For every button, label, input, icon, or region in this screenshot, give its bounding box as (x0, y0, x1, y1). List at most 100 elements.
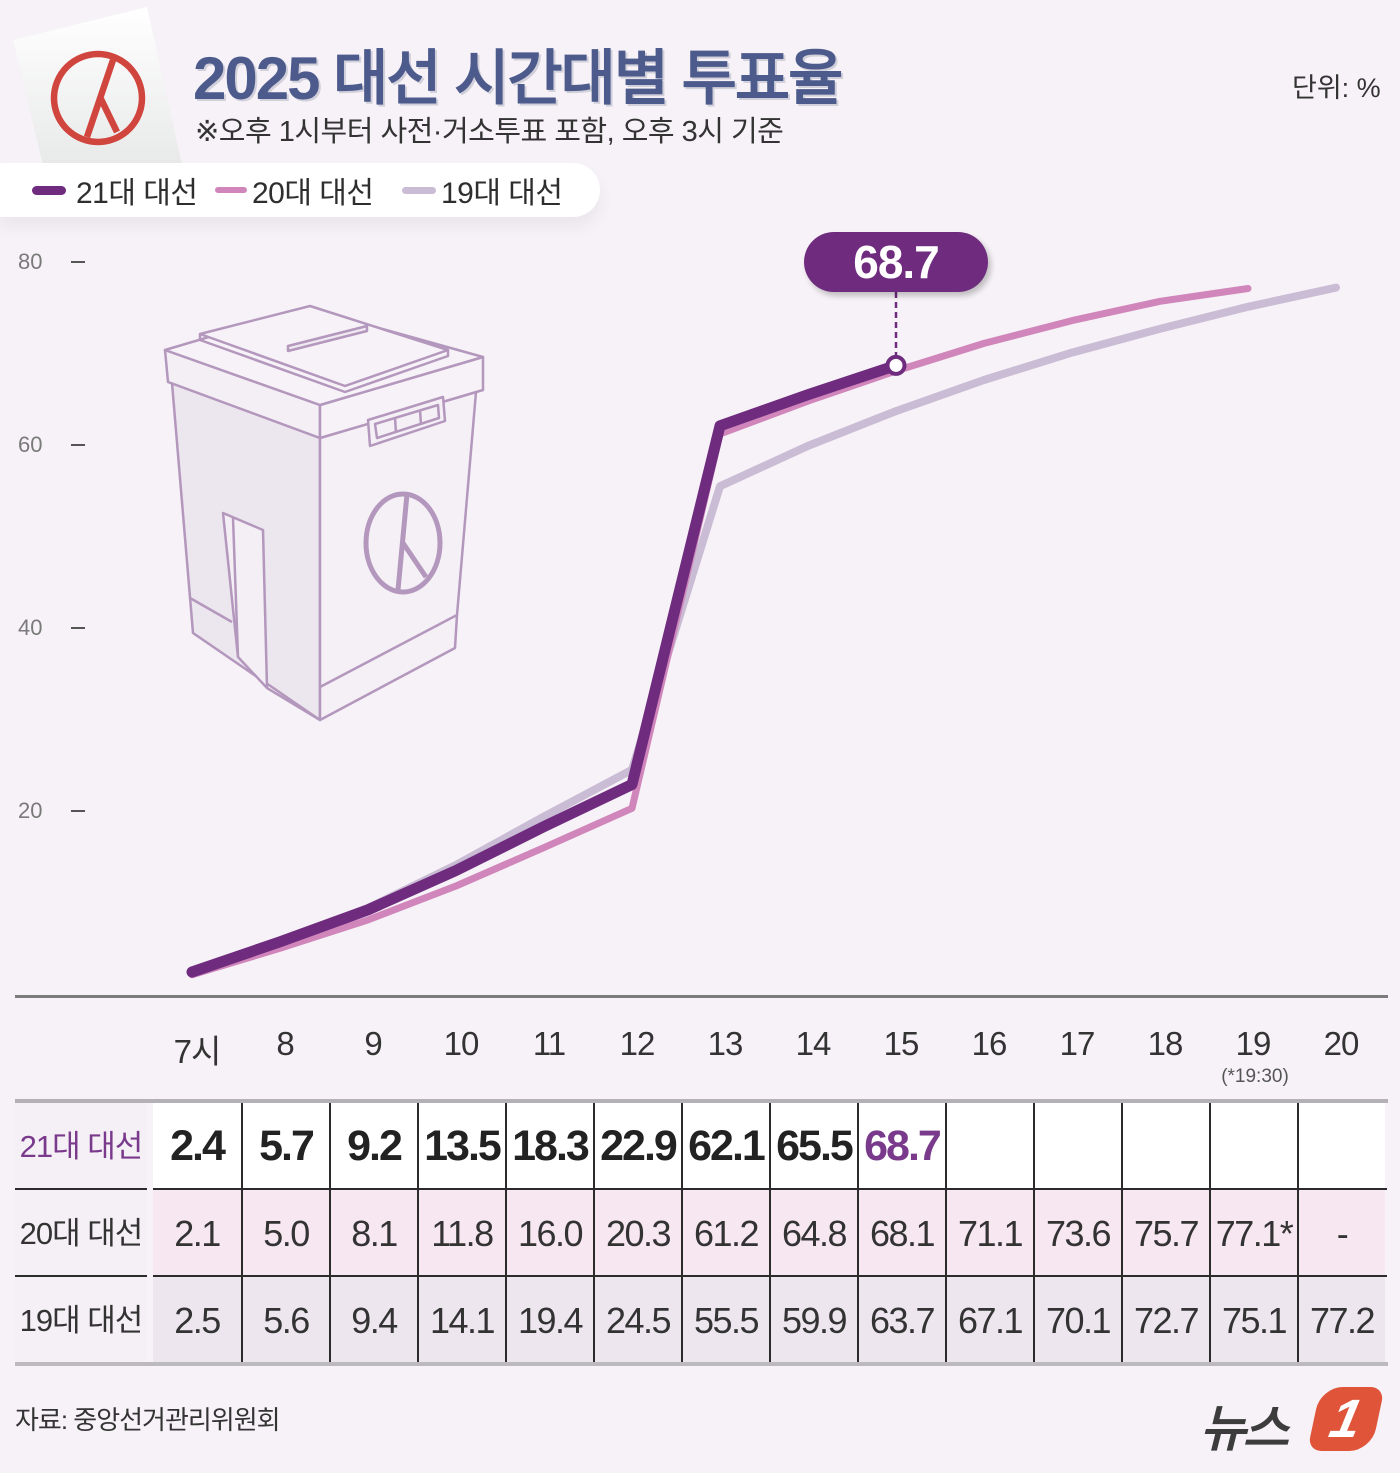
legend-label: 20대 대선 (252, 177, 374, 210)
column-header-hour: 13 (707, 1025, 744, 1062)
table-cell (1121, 1103, 1209, 1190)
column-header-hour: 12 (619, 1025, 656, 1062)
column-header-hour: 7시 (173, 1033, 222, 1070)
y-tick-mark (71, 810, 85, 812)
table-cell: 73.6 (1033, 1190, 1121, 1277)
table-cell: 71.1 (945, 1190, 1033, 1277)
table-cell: 72.7 (1121, 1277, 1209, 1364)
table-cell: 75.7 (1121, 1190, 1209, 1277)
table-cell: 19.4 (505, 1277, 593, 1364)
table-cell: 18.3 (505, 1103, 593, 1190)
table-cell: 5.0 (241, 1190, 329, 1277)
table-cell: 63.7 (857, 1277, 945, 1364)
table-cell: 62.1 (681, 1103, 769, 1190)
table-cell: 75.1 (1209, 1277, 1297, 1364)
y-tick-60: 60 (18, 432, 85, 458)
legend-swatch-19 (402, 186, 436, 194)
legend-label: 19대 대선 (441, 177, 563, 210)
current-point-marker (885, 354, 907, 376)
table-cell: 20.3 (593, 1190, 681, 1277)
legend-item-21: 21대 대선 (32, 163, 198, 217)
row-label: 19대 대선 (15, 1277, 147, 1364)
table-cell (1209, 1103, 1297, 1190)
legend-item-19: 19대 대선 (402, 163, 563, 217)
table-cell: 64.8 (769, 1190, 857, 1277)
column-header-hour: 9 (364, 1025, 382, 1062)
y-tick-label: 20 (18, 798, 43, 823)
column-header-hour: 8 (276, 1025, 294, 1062)
table-cell: 22.9 (593, 1103, 681, 1190)
table-cell: 14.1 (417, 1277, 505, 1364)
row-divider (153, 1188, 1387, 1190)
table-top-rule (15, 1099, 1388, 1103)
chart-legend: 21대 대선 20대 대선 19대 대선 (0, 163, 600, 217)
y-tick-label: 60 (18, 432, 43, 457)
table-bottom-rule (15, 1362, 1388, 1366)
column-header-hour: 16 (971, 1025, 1008, 1062)
legend-item-20: 20대 대선 (215, 163, 374, 217)
table-cell: - (1297, 1190, 1385, 1277)
column-header-hour: 14 (795, 1025, 832, 1062)
column-header-hour: 19 (1235, 1025, 1272, 1062)
table-cell: 77.1* (1209, 1190, 1297, 1277)
legend-swatch-20 (215, 187, 247, 193)
series-line-21 (186, 359, 902, 978)
table-cell: 70.1 (1033, 1277, 1121, 1364)
row-label: 21대 대선 (15, 1103, 147, 1190)
news1-logo: 뉴스 1 (1196, 1383, 1386, 1457)
row-divider (153, 1275, 1387, 1277)
unit-label: 단위: % (1292, 73, 1381, 103)
x-axis-line (15, 995, 1388, 998)
table-cell: 68.7 (857, 1103, 945, 1190)
table-cell: 59.9 (769, 1277, 857, 1364)
table-cell: 9.2 (329, 1103, 417, 1190)
table-cell: 68.1 (857, 1190, 945, 1277)
logo-number: 1 (1324, 1389, 1368, 1449)
table-cell: 5.7 (241, 1103, 329, 1190)
page-title: 2025 대선 시간대별 투표율 (193, 45, 843, 112)
logo-text: 뉴스 (1200, 1401, 1289, 1457)
column-header-hour: 17 (1059, 1025, 1096, 1062)
y-tick-label: 40 (18, 615, 43, 640)
table-cell: 65.5 (769, 1103, 857, 1190)
table-cell: 13.5 (417, 1103, 505, 1190)
current-turnout-callout: 68.7 (804, 232, 988, 292)
y-tick-mark (71, 261, 85, 263)
y-tick-40: 40 (18, 615, 85, 641)
table-cell: 2.1 (153, 1190, 241, 1277)
row-label: 20대 대선 (15, 1190, 147, 1277)
table-cell: 2.5 (153, 1277, 241, 1364)
y-tick-label: 80 (18, 249, 43, 274)
legend-label: 21대 대선 (76, 177, 198, 210)
column-header-hour: 10 (443, 1025, 480, 1062)
table-cell (1297, 1103, 1385, 1190)
column-header-hour: 20 (1323, 1025, 1360, 1062)
y-tick-mark (71, 444, 85, 446)
table-cell: 16.0 (505, 1190, 593, 1277)
ballot-box-icon (163, 304, 485, 722)
table-cell: 9.4 (329, 1277, 417, 1364)
table-cell: 67.1 (945, 1277, 1033, 1364)
table-cell: 11.8 (417, 1190, 505, 1277)
table-cell: 61.2 (681, 1190, 769, 1277)
y-tick-80: 80 (18, 249, 85, 275)
table-cell: 8.1 (329, 1190, 417, 1277)
source-credit: 자료: 중앙선거관리위원회 (15, 1405, 281, 1435)
column-header-hour: 15 (883, 1025, 920, 1062)
row-divider (15, 1188, 147, 1190)
table-cell (945, 1103, 1033, 1190)
column-header-hour: 18 (1147, 1025, 1184, 1062)
y-tick-20: 20 (18, 798, 85, 824)
line-chart (163, 283, 1340, 979)
table-cell (1033, 1103, 1121, 1190)
table-cell: 77.2 (1297, 1277, 1385, 1364)
y-tick-mark (71, 627, 85, 629)
row-divider (15, 1275, 147, 1277)
table-cell: 55.5 (681, 1277, 769, 1364)
legend-swatch-21 (32, 185, 66, 195)
hour-footnote: (*19:30) (1221, 1066, 1289, 1087)
table-cell: 5.6 (241, 1277, 329, 1364)
column-header-hour: 11 (532, 1025, 566, 1062)
subtitle-note: ※오후 1시부터 사전·거소투표 포함, 오후 3시 기준 (195, 116, 784, 148)
